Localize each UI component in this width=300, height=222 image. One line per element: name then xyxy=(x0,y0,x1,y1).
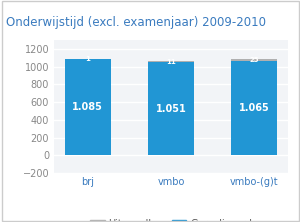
Bar xyxy=(232,59,278,61)
Text: 11: 11 xyxy=(166,59,176,65)
Text: 25: 25 xyxy=(250,57,259,63)
Legend: Uitgevallen, Gerealiseerd: Uitgevallen, Gerealiseerd xyxy=(86,215,256,222)
Text: 1.051: 1.051 xyxy=(156,104,186,114)
Text: 1: 1 xyxy=(85,56,90,62)
Text: 1.065: 1.065 xyxy=(239,103,270,113)
Text: Onderwijstijd (excl. examenjaar) 2009-2010: Onderwijstijd (excl. examenjaar) 2009-20… xyxy=(6,16,266,29)
Text: 1.085: 1.085 xyxy=(72,102,103,112)
Bar xyxy=(232,61,278,155)
Bar xyxy=(148,61,194,62)
Bar xyxy=(64,59,110,155)
Bar xyxy=(148,62,194,155)
